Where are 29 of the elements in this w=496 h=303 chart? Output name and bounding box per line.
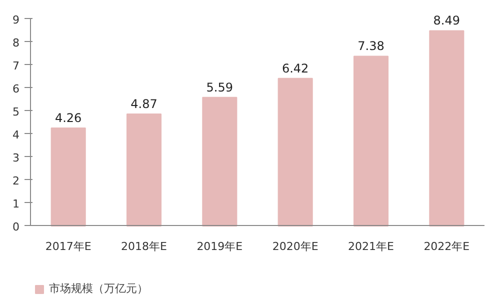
bar [429,30,464,226]
bar [50,128,86,226]
bar [353,56,389,226]
y-tick-label: 8 [12,36,20,50]
y-tick-label: 0 [12,220,20,234]
data-label: 4.87 [130,96,158,111]
x-tick-label: 2022年E [424,240,470,253]
x-tick-label: 2018年E [121,240,168,253]
x-tick-label: 2020年E [272,240,318,253]
bar [278,78,313,226]
y-tick-label: 7 [12,59,20,72]
x-tick-label: 2019年E [196,240,243,253]
x-tick-label: 2021年E [348,240,394,253]
y-tick-label: 9 [12,13,20,26]
y-tick-label: 5 [12,105,20,118]
y-tick-label: 2 [12,174,20,188]
data-label: 4.26 [54,111,82,126]
bar [126,113,162,226]
data-label: 5.59 [206,80,234,94]
y-tick-label: 4 [12,128,20,142]
data-label: 8.49 [433,14,460,28]
data-label: 7.38 [358,39,384,54]
y-tick-label: 6 [12,82,20,96]
y-tick-label: 1 [12,197,20,210]
bar [202,96,238,226]
legend-label: 市场规模（万亿元） [49,281,148,296]
data-label: 6.42 [282,61,309,76]
x-tick-label: 2017年E [45,240,92,253]
y-tick-label: 3 [12,151,20,164]
